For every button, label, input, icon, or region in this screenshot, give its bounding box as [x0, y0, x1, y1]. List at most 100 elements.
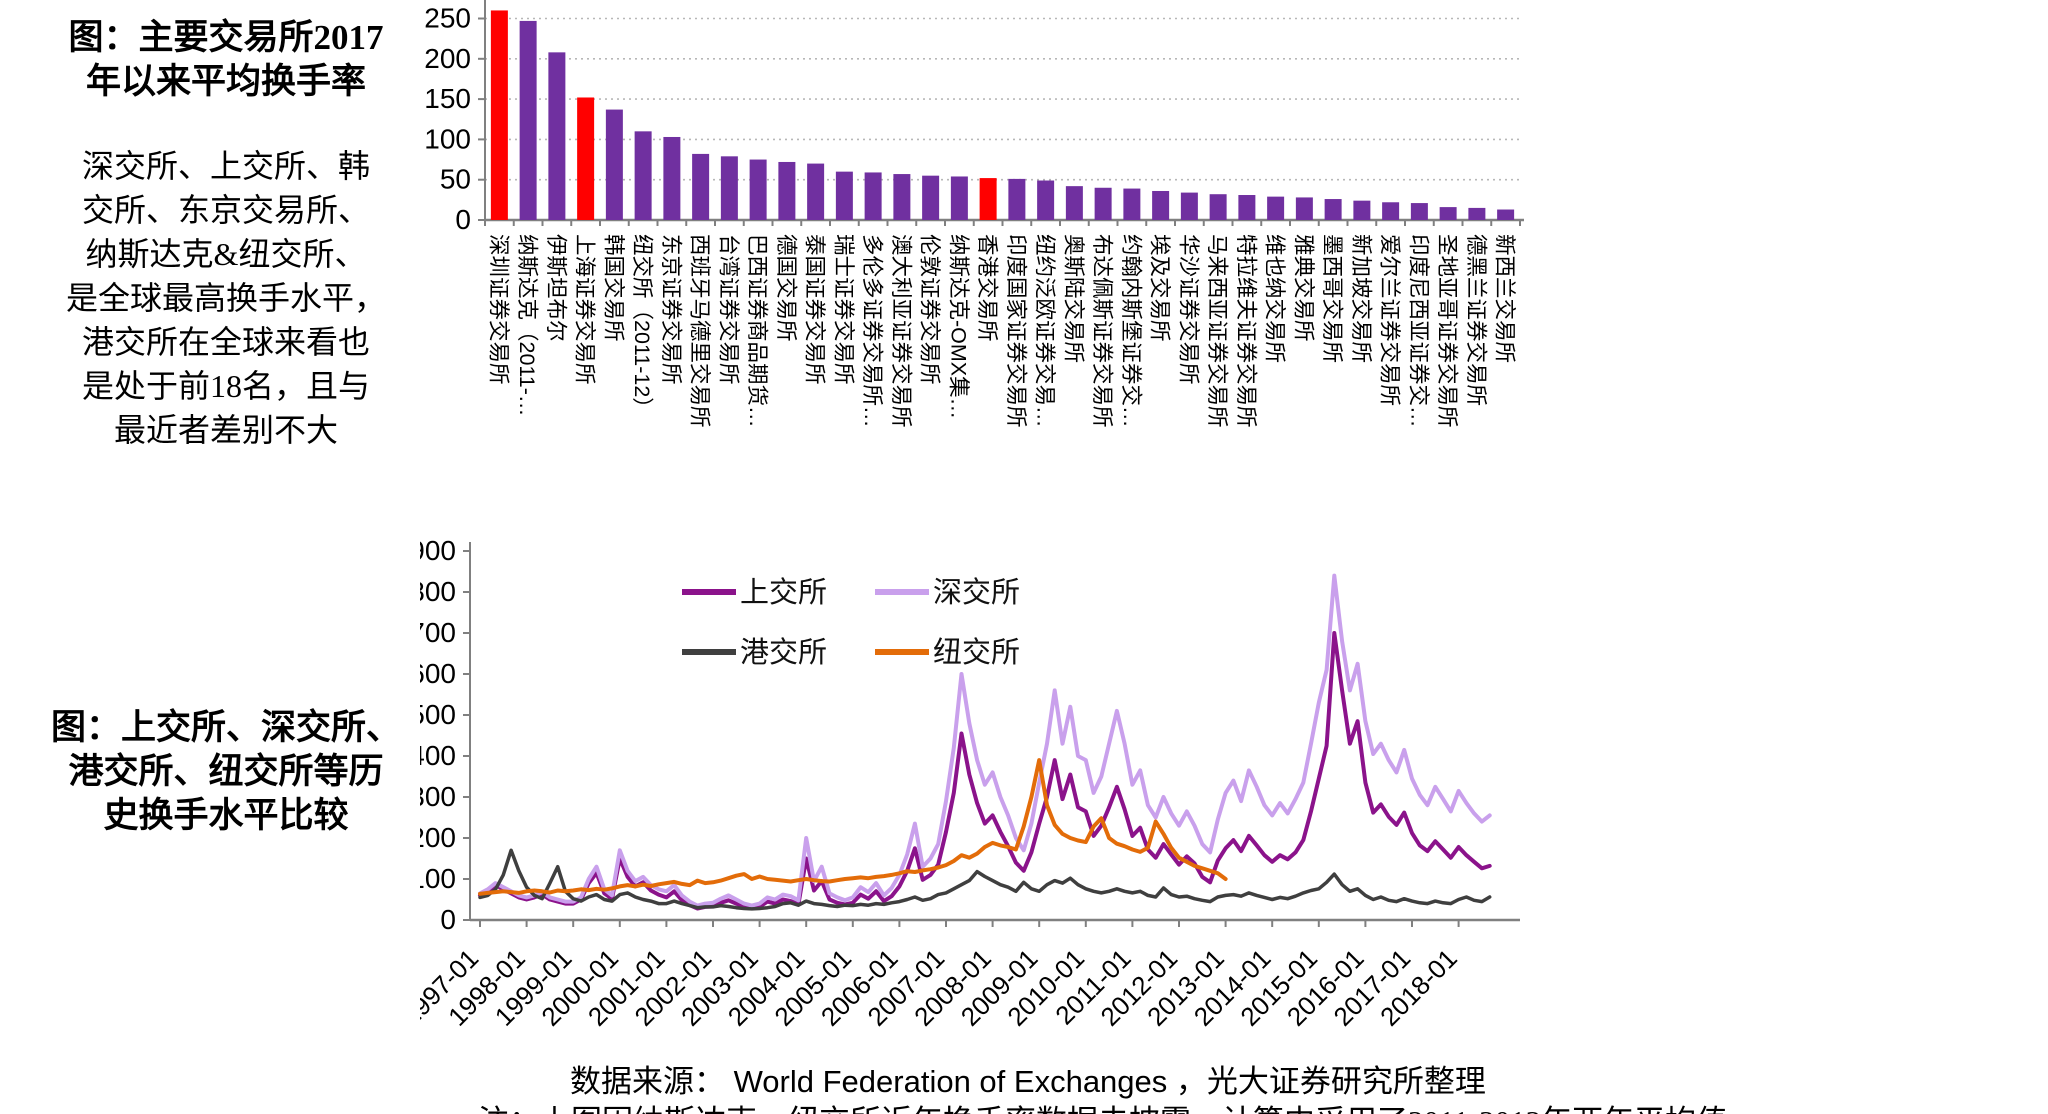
bar-纳斯达克-OMX集…: [950, 176, 968, 220]
bar-约翰内斯堡证券交…: [1123, 188, 1141, 220]
bar-维也纳交易所: [1267, 196, 1285, 220]
text-line: 最近者差别不大: [113, 412, 338, 448]
text-line: 港交所在全球来看也: [81, 324, 370, 360]
legend-label-深交所: 深交所: [933, 576, 1020, 609]
line-y-tick-label: 900: [420, 535, 456, 566]
bar-x-label: 特拉维夫证券交易所: [1234, 234, 1258, 428]
bar-x-label: 上海证券交易所: [573, 234, 597, 385]
bar-x-label: 德黑兰证券交易所: [1464, 234, 1488, 406]
bar-马来西亚证券交易所: [1209, 194, 1227, 220]
bar-x-label: 约翰内斯堡证券交…: [1119, 234, 1143, 428]
bar-东京证券交易所: [663, 136, 681, 220]
bar-巴西证券商品期货…: [749, 159, 767, 220]
source-english: World Federation of Exchanges: [725, 1064, 1176, 1099]
series-line-纽交所: [478, 758, 1228, 896]
bar-x-label: 伊斯坦布尔: [544, 234, 568, 342]
line-chart-title: 图：上交所、深交所、 港交所、纽交所等历 史换手水平比较: [30, 706, 422, 838]
bar-多伦多证券交易所…: [864, 172, 882, 220]
series-line-上交所: [478, 631, 1492, 911]
bar-chart-description: 深交所、上交所、韩 交所、东京交易所、 纳斯达克&纽交所、 是全球最高换手水平， 港交所…: [30, 144, 422, 452]
line-y-tick-label: 300: [420, 781, 456, 812]
legend-label-纽交所: 纽交所: [933, 636, 1020, 669]
bar-x-label: 爱尔兰证券交易所: [1378, 234, 1402, 406]
bar-深圳证券交易所: [490, 10, 508, 220]
text-line: 深交所、上交所、韩: [81, 148, 370, 184]
line-y-tick-label: 400: [420, 740, 456, 771]
bar-圣地亚哥证券交易所: [1439, 207, 1457, 220]
bar-新西兰交易所: [1497, 209, 1515, 220]
bar-x-label: 墨西哥交易所: [1320, 234, 1344, 363]
bar-x-label: 新加坡交易所: [1349, 234, 1373, 363]
bar-x-label: 新西兰交易所: [1493, 234, 1517, 363]
bar-x-label: 雅典交易所: [1291, 234, 1315, 342]
line-y-tick-label: 700: [420, 617, 456, 648]
line-y-tick-label: 800: [420, 576, 456, 607]
line-y-tick-label: 0: [440, 904, 456, 935]
bar-印度国家证券交易所: [1008, 178, 1026, 220]
bar-x-label: 香港交易所: [975, 234, 999, 342]
bar-澳大利亚证券交易所: [893, 174, 911, 220]
legend-label-上交所: 上交所: [740, 576, 827, 609]
bar-x-label: 韩国交易所: [601, 234, 625, 342]
text-line: 纳斯达克&纽交所、: [85, 236, 367, 272]
bar-泰国证券交易所: [807, 163, 825, 220]
source-prefix: 数据来源：: [570, 1064, 725, 1099]
legend-label-港交所: 港交所: [740, 636, 827, 669]
bar-x-label: 纳斯达克-OMX集…: [946, 234, 970, 419]
bar-新加坡交易所: [1353, 200, 1371, 220]
bar-x-label: 奥斯陆交易所: [1061, 234, 1085, 363]
bar-印度尼西亚证券交…: [1410, 203, 1428, 220]
bar-x-label: 西班牙马德里交易所: [688, 234, 712, 428]
text-line: 史换手水平比较: [103, 796, 349, 835]
bar-奥斯陆交易所: [1065, 186, 1083, 220]
bar-华沙证券交易所: [1180, 192, 1198, 220]
bar-y-tick-label: 200: [424, 43, 471, 74]
bar-x-label: 布达佩斯证券交易所: [1090, 234, 1114, 428]
bar-x-label: 伦敦证券交易所: [918, 234, 942, 385]
bar-埃及交易所: [1152, 190, 1170, 220]
bar-布达佩斯证券交易所: [1094, 187, 1112, 220]
text-line: 港交所、纽交所等历: [68, 752, 384, 791]
bar-x-label: 纽约泛欧证券交易…: [1033, 234, 1057, 428]
bar-爱尔兰证券交易所: [1382, 202, 1400, 220]
bar-x-label: 东京证券交易所: [659, 234, 683, 385]
bar-y-tick-label: 250: [424, 3, 471, 34]
bar-纽约泛欧证券交易…: [1037, 180, 1055, 220]
bar-西班牙马德里交易所: [692, 153, 710, 220]
bar-chart-title: 图：主要交易所2017 年以来平均换手率: [30, 16, 422, 104]
bar-x-label: 马来西亚证券交易所: [1205, 234, 1229, 428]
series-line-港交所: [478, 848, 1492, 911]
text-line: 是全球最高换手水平，: [65, 280, 386, 316]
bar-瑞士证券交易所: [835, 171, 853, 220]
line-chart: 01002003004005006007008009001997-011998-…: [420, 535, 1520, 1032]
bar-x-label: 深圳证券交易所: [486, 234, 510, 385]
bar-x-label: 纳斯达克（2011-…: [515, 234, 539, 416]
bar-chart: 0 50 100 150 200 250 深圳证券交易所 纳斯达克（2011-… 伊斯坦布尔 上海…: [424, 0, 1524, 428]
text-line: 图：上交所、深交所、: [50, 708, 401, 747]
line-y-tick-label: 600: [420, 658, 456, 689]
bar-x-label: 瑞士证券交易所: [831, 234, 855, 385]
bar-x-label: 印度尼西亚证券交…: [1406, 234, 1430, 428]
bar-上海证券交易所: [577, 97, 595, 220]
bar-x-label: 纽交所（2011-12）: [630, 234, 654, 419]
bar-香港交易所: [979, 178, 997, 220]
text-line: 交所、东京交易所、: [81, 192, 370, 228]
bar-y-tick-label: 150: [424, 83, 471, 114]
line-y-tick-label: 200: [420, 822, 456, 853]
bar-x-label: 维也纳交易所: [1263, 234, 1287, 363]
bar-雅典交易所: [1295, 197, 1313, 220]
bar-x-label: 巴西证券商品期货…: [745, 234, 769, 428]
bar-伊斯坦布尔: [548, 52, 566, 220]
bar-x-label: 澳大利亚证券交易所: [889, 234, 913, 428]
bar-韩国交易所: [605, 109, 623, 220]
bar-y-tick-label: 100: [424, 123, 471, 154]
bar-墨西哥交易所: [1324, 199, 1342, 220]
bar-y-tick-label: 0: [455, 204, 471, 235]
line-y-tick-label: 500: [420, 699, 456, 730]
bar-x-label: 德国交易所: [774, 234, 798, 342]
bar-x-label: 泰国证券交易所: [803, 234, 827, 385]
bar-x-label: 印度国家证券交易所: [1004, 234, 1028, 428]
bar-特拉维夫证券交易所: [1238, 195, 1256, 220]
text-line: 年以来平均换手率: [85, 62, 366, 101]
